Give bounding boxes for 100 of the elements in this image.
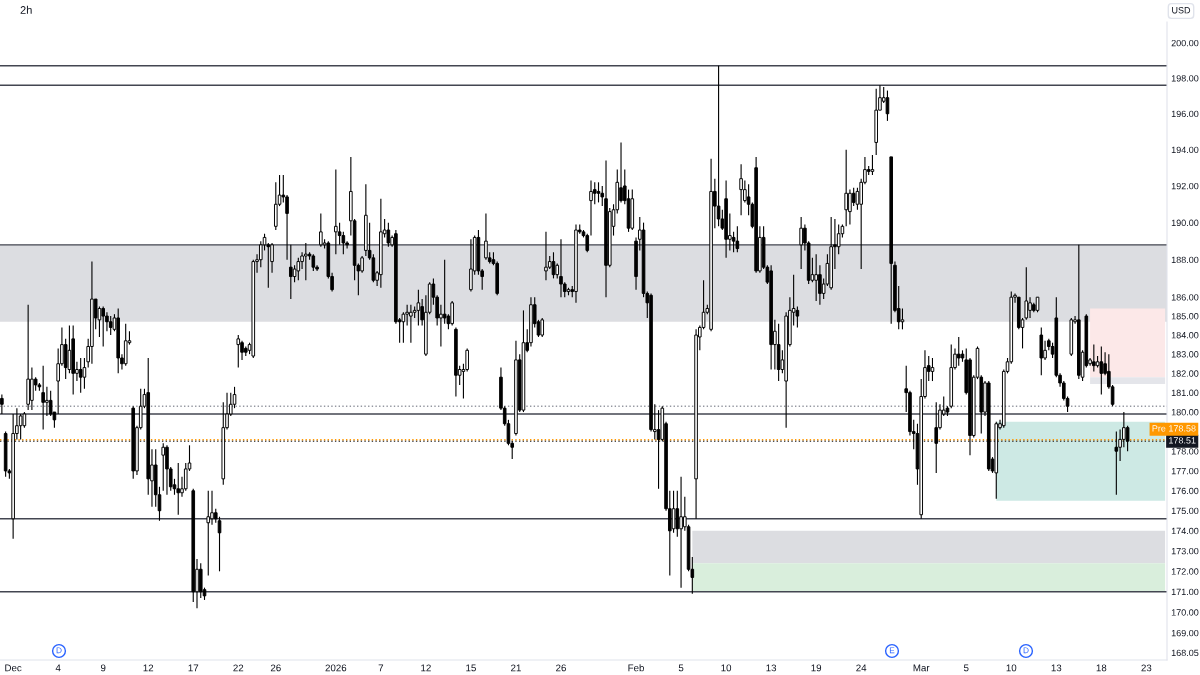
candlestick [799,216,803,270]
x-tick-label: 13 [1051,664,1062,672]
x-tick-label: 17 [188,664,199,672]
candlestick [1114,431,1119,496]
x-tick-label: 4 [55,664,61,672]
candlestick [814,253,818,302]
candlestick [885,90,890,122]
candlestick [0,394,4,415]
candlestick [956,336,961,367]
y-tick-label: 169.00 [1171,629,1199,637]
y-tick-label: 176.00 [1171,487,1199,495]
x-tick-label: 12 [421,664,431,672]
candlestick [45,386,49,417]
candlestick [289,244,293,300]
y-tick-label: 172.00 [1171,568,1199,575]
annotation: D [1023,647,1029,654]
y-tick-label: 185.00 [1171,313,1199,320]
candlestick [304,242,308,281]
candlestick [1039,326,1044,376]
candlestick [900,307,905,330]
candlestick [41,365,45,431]
candlestick [334,169,338,255]
candlestick [1092,344,1096,372]
y-tick-label: 196.00 [1171,110,1199,118]
candlestick [1125,425,1130,452]
candlestick [469,238,473,293]
x-tick-label: Mar [913,664,930,672]
x-tick-label: 7 [378,664,384,672]
candlestick [1028,296,1032,319]
candlestick [484,212,488,261]
chart-title: 2h [20,5,32,14]
y-tick-label: 177.00 [1171,467,1199,475]
x-tick-label: 26 [556,664,566,672]
candlestick [30,367,34,411]
y-tick-label: 182.00 [1171,370,1199,377]
candlestick [236,334,241,369]
candlestick [735,225,740,253]
y-tick-label: 170.00 [1171,609,1199,616]
y-tick-label: 174.00 [1171,527,1199,535]
candlestick [934,401,939,474]
y-tick-label: 192.00 [1171,182,1199,190]
x-tick-label: 26 [270,664,281,672]
x-tick-label: 23 [1141,664,1152,672]
candlestick [679,476,683,589]
candlestick [409,304,413,344]
y-tick-label: 198.00 [1171,75,1199,82]
y-tick-label: 168.05 [1171,649,1199,657]
y-tick-label: 200.00 [1171,39,1199,47]
candlestick [78,357,83,394]
candlestick [101,306,105,348]
x-tick-label: 15 [466,664,476,672]
x-tick-label: 2026 [325,664,347,672]
x-tick-label: 18 [1096,664,1107,672]
candlestick [739,163,743,216]
candlestick [559,238,563,298]
y-tick-label: 175.00 [1171,507,1199,515]
y-tick-label: 186.00 [1171,294,1199,301]
y-tick-label: 194.00 [1171,146,1199,154]
candlestick [844,149,848,227]
x-tick-label: 9 [100,664,106,672]
y-tick-label: 180.00 [1171,409,1199,416]
x-tick-label: 24 [856,664,867,672]
y-tick-label: 190.00 [1171,219,1199,226]
candlestick [930,357,935,382]
candlestick [319,212,323,248]
x-tick-label: 5 [678,664,684,672]
candlestick [198,562,203,599]
candlestick [540,317,545,338]
x-tick-label: 10 [721,664,732,672]
ref-line-label: 178.51 [1169,437,1196,444]
y-tick-label: 183.00 [1171,351,1199,358]
x-tick-label: 5 [963,664,969,672]
x-tick-label: 10 [1006,664,1017,672]
candlestick [206,490,211,576]
x-tick-label: 22 [233,664,244,672]
candlestick [48,390,53,417]
candlestick [544,231,548,281]
y-tick-label: 188.00 [1171,256,1199,264]
x-tick-label: Dec [5,664,22,672]
candlestick [442,259,447,325]
ref-line-label: Pre 178.58 [1152,425,1196,432]
x-tick-label: 19 [811,664,822,672]
y-tick-label: 173.00 [1171,547,1199,555]
y-tick-label: 181.00 [1171,389,1199,396]
y-tick-label: 178.00 [1171,448,1199,455]
candlestick [176,462,181,516]
candlestick [716,65,721,227]
annotation: E [889,647,895,654]
x-tick-label: Feb [628,664,644,672]
candlestick [450,300,454,327]
candlestick [596,181,601,203]
x-tick-label: 21 [511,664,521,672]
x-tick-label: 13 [766,664,777,672]
annotation: D [56,647,62,654]
candlestick [161,442,166,492]
y-axis-title: USD [1172,7,1191,14]
y-tick-label: 171.00 [1171,588,1199,596]
candlestick [165,444,169,496]
x-tick-label: 12 [143,664,154,672]
y-tick-label: 184.00 [1171,332,1199,339]
